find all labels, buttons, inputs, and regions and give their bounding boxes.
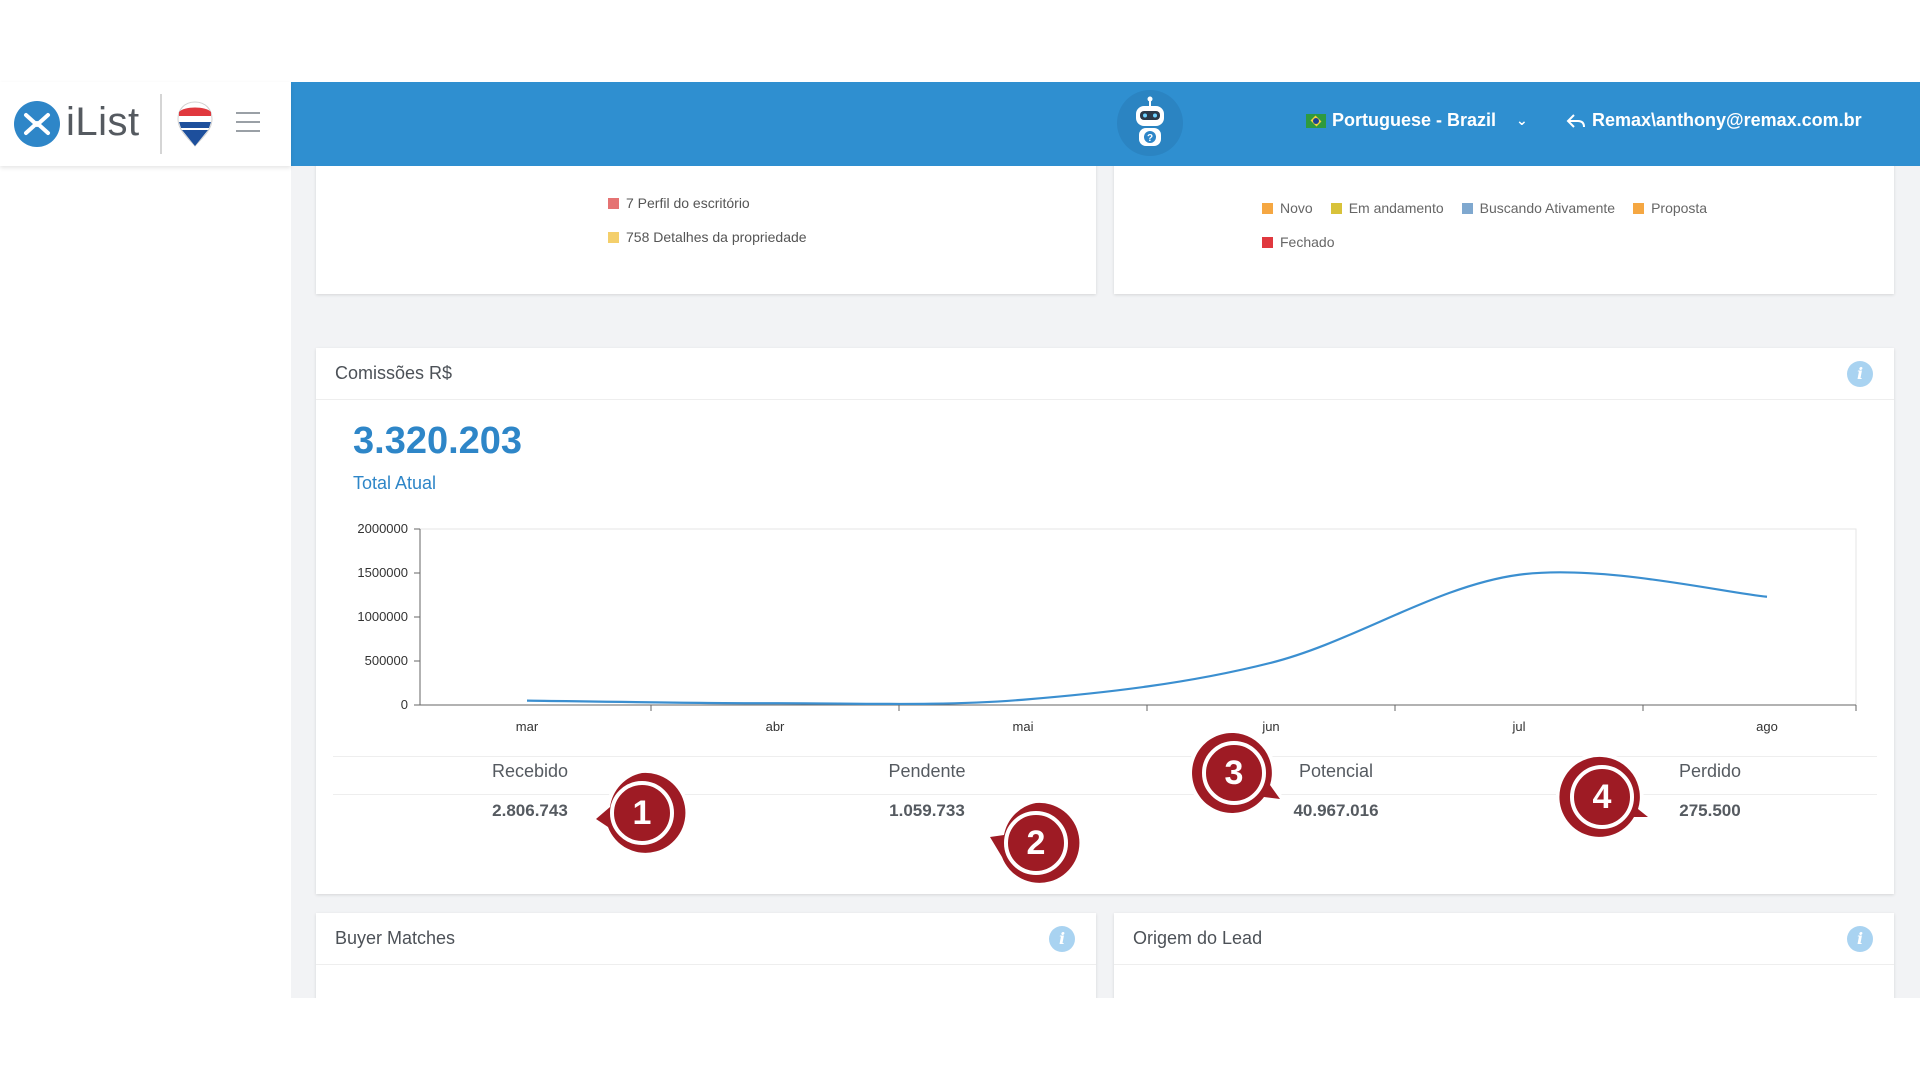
callout-badge-2: 2: [982, 795, 1084, 891]
legend-label: 758 Detalhes da propriedade: [626, 229, 807, 245]
commissions-line-chart: 0 500000 1000000 1500000 2000000 mar abr mai jun…: [357, 521, 1857, 734]
svg-text:?: ?: [1147, 133, 1153, 144]
stat-value-pendente: 1.059.733: [889, 801, 965, 820]
stats-divider: [333, 756, 1877, 757]
status-legend: Novo Em andamento Buscando Ativamente Pr…: [1262, 191, 1782, 259]
info-icon[interactable]: i: [1847, 361, 1873, 387]
language-selector[interactable]: Portuguese - Brazil ⌄: [1306, 110, 1528, 131]
x-tick-label: abr: [766, 719, 785, 734]
y-tick-label: 500000: [365, 653, 408, 668]
x-tick-label: jun: [1261, 719, 1279, 734]
stat-value-recebido: 2.806.743: [492, 801, 568, 820]
x-tick-label: mai: [1013, 719, 1034, 734]
legend-swatch: [1262, 236, 1273, 248]
lead-origin-title: Origem do Lead: [1114, 913, 1894, 965]
legend-label: Novo: [1280, 200, 1313, 216]
pie-legend: 7 Perfil do escritório 758 Detalhes da p…: [608, 186, 807, 254]
callout-shape: [588, 768, 689, 857]
callout-number: 2: [1026, 824, 1046, 862]
x-tick-label: ago: [1756, 719, 1778, 734]
legend-swatch: [1461, 202, 1473, 214]
menu-toggle-icon[interactable]: [236, 112, 260, 134]
stat-label-pendente: Pendente: [888, 761, 966, 781]
y-tick-label: 2000000: [357, 521, 408, 536]
stat-value-potencial: 40.967.016: [1293, 801, 1379, 820]
stat-label-recebido: Recebido: [491, 761, 569, 781]
legend-item: Proposta: [1633, 191, 1707, 225]
series-line: [526, 571, 1768, 706]
remax-balloon-icon: [177, 101, 213, 147]
legend-label: 7 Perfil do escritório: [626, 195, 750, 211]
brazil-flag-icon: [1306, 113, 1326, 128]
legend-item: Novo: [1262, 191, 1313, 225]
y-tick-label: 0: [401, 697, 408, 712]
top-header: ? Portuguese - Brazil ⌄ Remax\anthony@re…: [291, 82, 1920, 166]
legend-item: Em andamento: [1330, 191, 1444, 225]
legend-label: Proposta: [1651, 200, 1708, 216]
info-icon[interactable]: i: [1847, 926, 1873, 952]
legend-item: Buscando Ativamente: [1461, 191, 1616, 225]
lead-origin-card: Origem do Lead i: [1114, 913, 1894, 998]
buyer-matches-title: Buyer Matches: [316, 913, 1096, 965]
property-views-card: 7 Perfil do escritório 758 Detalhes da p…: [316, 166, 1096, 294]
chevron-down-icon: ⌄: [1516, 112, 1528, 128]
dashboard-content: 7 Perfil do escritório 758 Detalhes da p…: [291, 166, 1920, 998]
callout-number: 4: [1592, 778, 1612, 816]
stats-divider: [333, 794, 1877, 795]
lead-status-card: Novo Em andamento Buscando Ativamente Pr…: [1114, 166, 1894, 294]
legend-item: Fechado: [1262, 225, 1334, 259]
info-icon[interactable]: i: [1049, 926, 1075, 952]
callout-number: 3: [1224, 754, 1244, 792]
bottom-margin: [0, 998, 1920, 1080]
help-robot-icon[interactable]: ?: [1117, 90, 1183, 156]
x-tick-label: jul: [1511, 719, 1525, 734]
brand-logo-text: iList: [66, 100, 140, 144]
commissions-total-value: 3.320.203: [353, 420, 523, 462]
legend-label: Buscando Ativamente: [1479, 200, 1616, 216]
user-account-link[interactable]: Remax\anthony@remax.com.br: [1566, 110, 1862, 131]
legend-label: Em andamento: [1348, 200, 1444, 216]
stat-label-perdido: Perdido: [1678, 761, 1742, 781]
legend-swatch: [1633, 202, 1645, 214]
legend-swatch: [608, 197, 619, 209]
buyer-matches-card: Buyer Matches i: [316, 913, 1096, 998]
stat-label-potencial: Potencial: [1298, 761, 1374, 781]
legend-swatch: [608, 231, 619, 243]
commissions-card: Comissões R$ i 3.320.203 Total Atual 0 50…: [316, 348, 1894, 894]
language-label: Portuguese - Brazil: [1332, 110, 1497, 130]
y-tick-label: 1000000: [357, 609, 408, 624]
callout-shape: [982, 798, 1083, 887]
legend-item: 758 Detalhes da propriedade: [608, 220, 807, 254]
ilist-logo-icon: [14, 101, 60, 147]
stat-value-perdido: 275.500: [1679, 801, 1741, 820]
callout-badge-4: 4: [1554, 749, 1656, 845]
legend-label: Fechado: [1280, 234, 1335, 250]
y-tick-label: 1500000: [357, 565, 408, 580]
x-tick-label: mar: [516, 719, 539, 734]
callout-number: 1: [632, 794, 652, 832]
legend-item: 7 Perfil do escritório: [608, 186, 807, 220]
reply-arrow-icon: [1566, 113, 1585, 128]
sidebar: [0, 166, 291, 998]
callout-shape: [1188, 728, 1288, 817]
callout-shape: [1555, 752, 1656, 841]
commissions-title: Comissões R$: [316, 348, 1894, 400]
legend-swatch: [1330, 202, 1342, 214]
user-email: Remax\anthony@remax.com.br: [1592, 110, 1862, 130]
brand-bar: iList: [0, 82, 291, 166]
plot-frame: [419, 528, 1857, 706]
legend-swatch: [1262, 202, 1273, 214]
brand-divider: [160, 94, 162, 154]
callout-badge-3: 3: [1186, 725, 1288, 821]
callout-badge-1: 1: [588, 765, 690, 861]
commissions-total-label: Total Atual: [353, 473, 437, 493]
